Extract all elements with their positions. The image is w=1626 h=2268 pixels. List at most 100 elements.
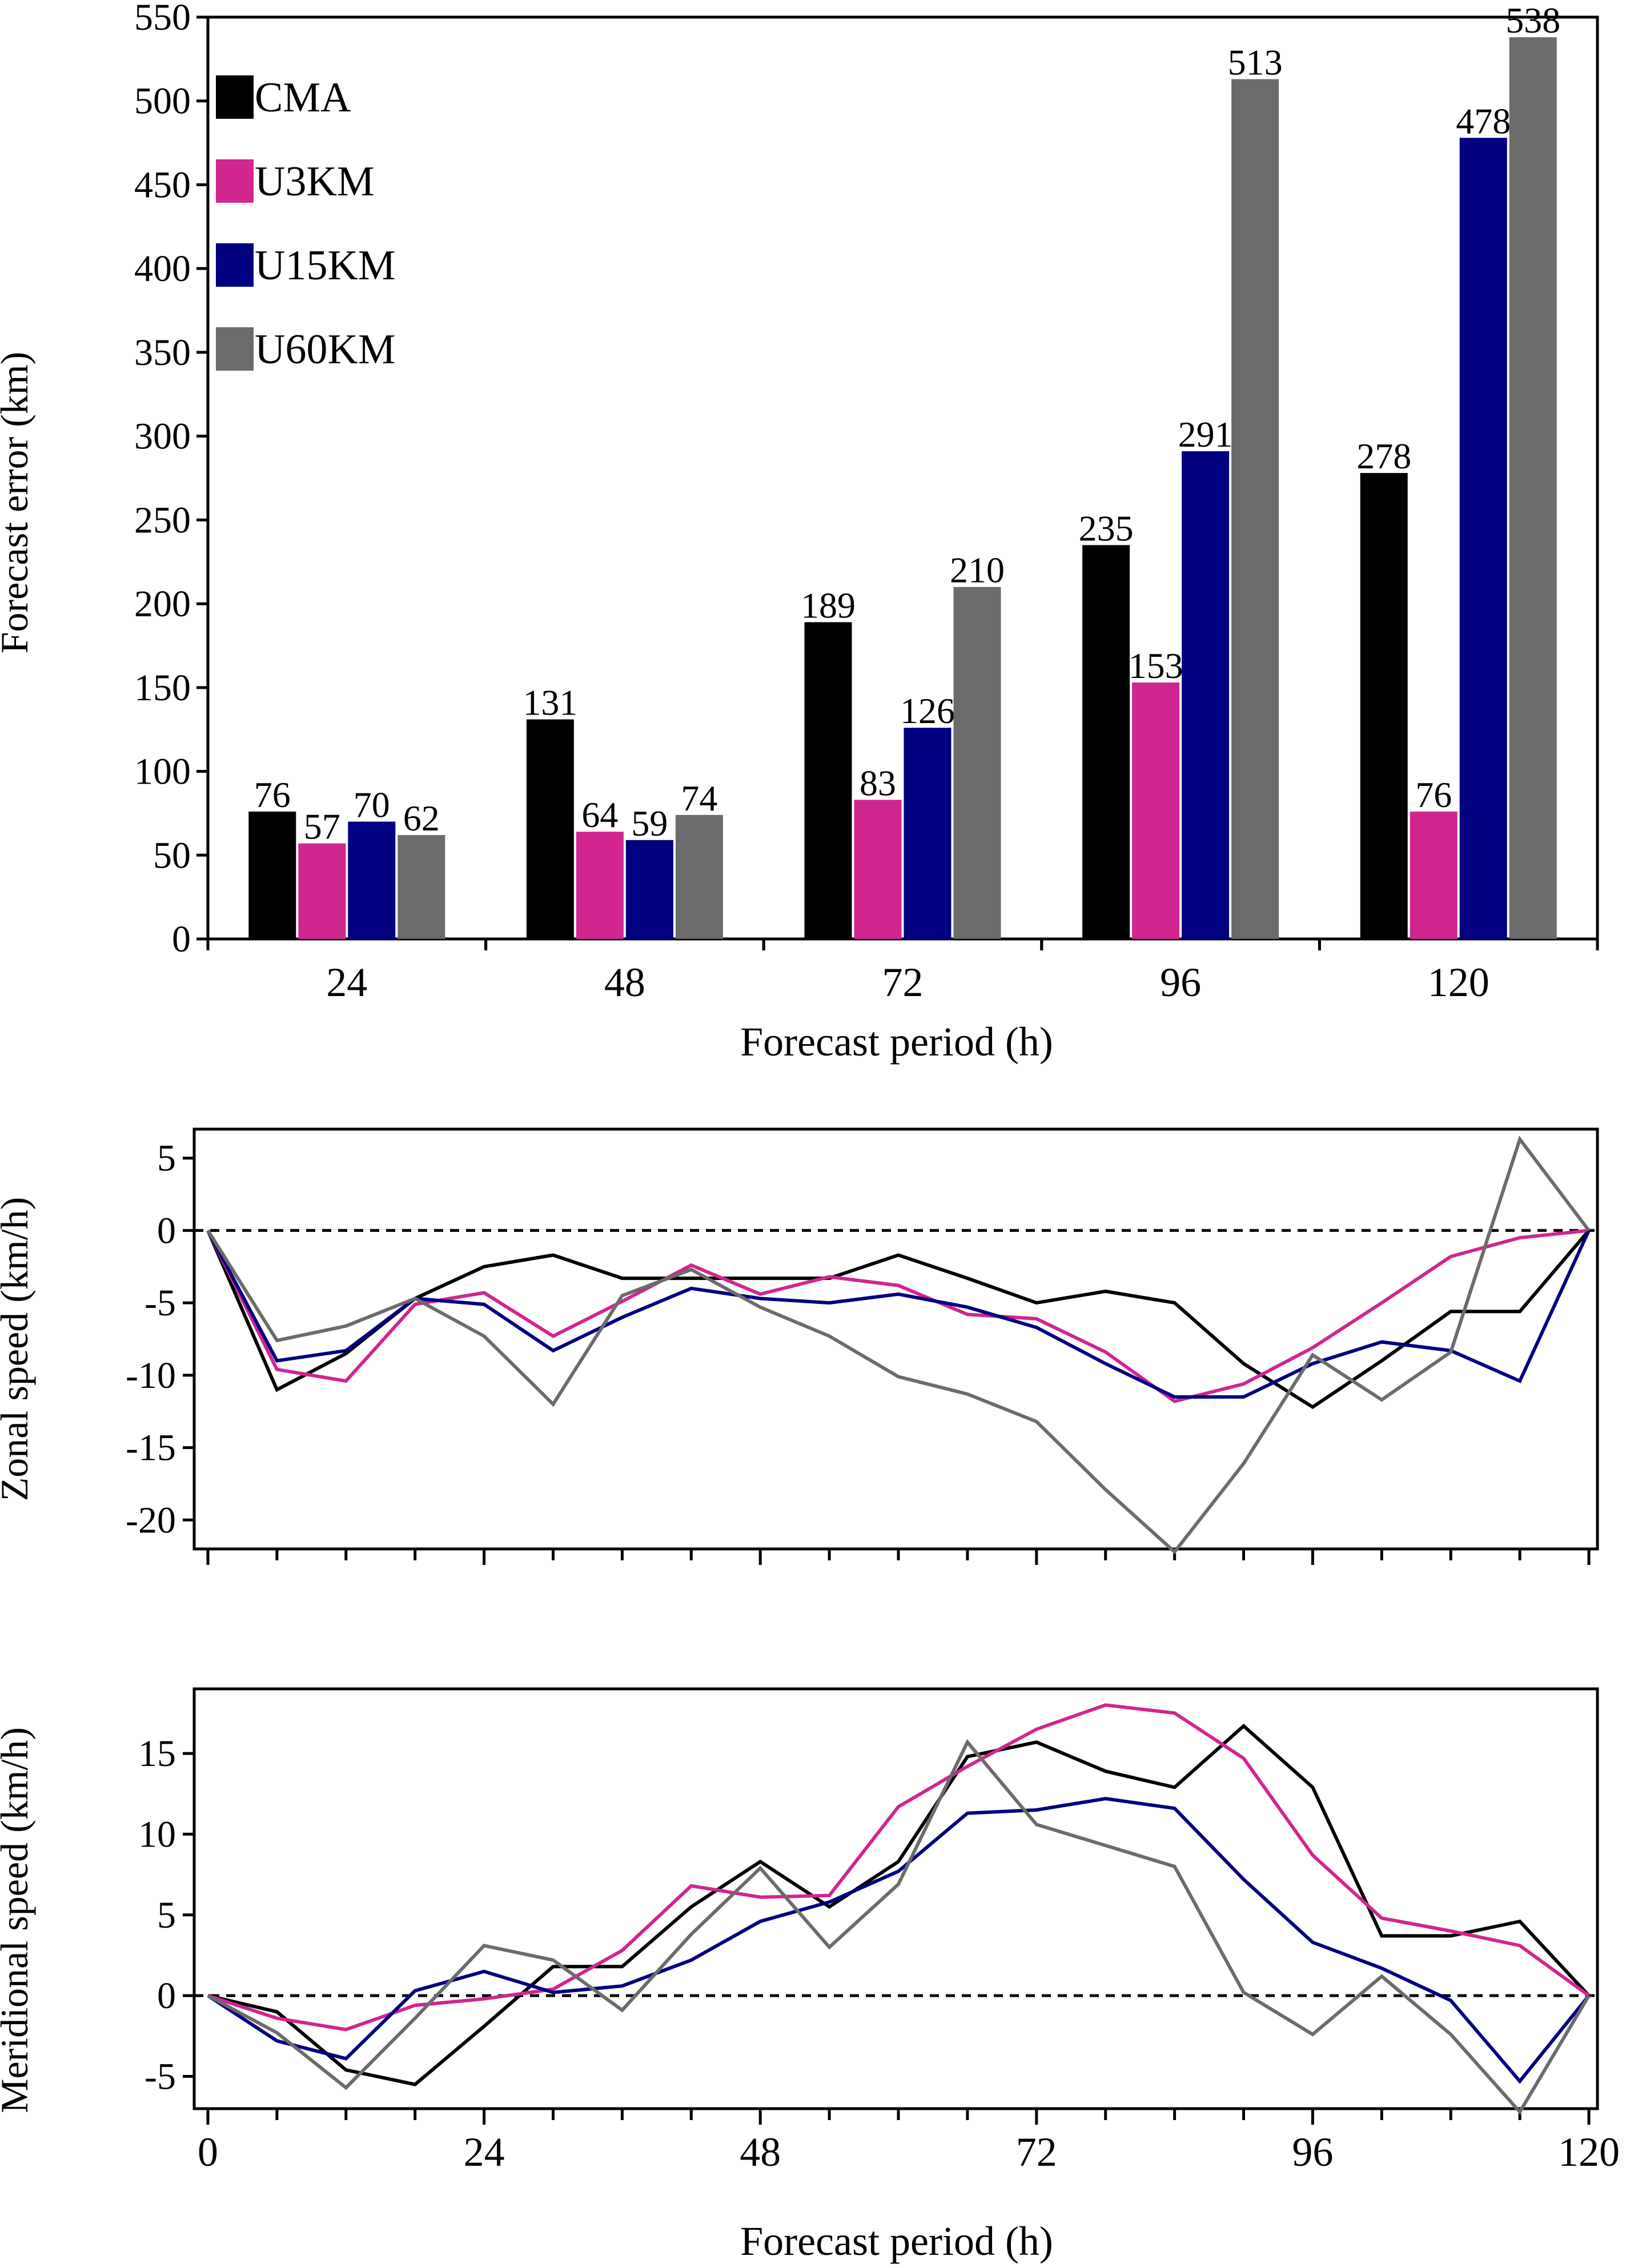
- bar-value-label: 59: [631, 803, 668, 844]
- x-tick-label: 96: [1292, 2129, 1333, 2175]
- bar-value-label: 153: [1129, 645, 1183, 686]
- bar-u60km: [953, 587, 1001, 939]
- y-tick-label: -5: [144, 1282, 176, 1324]
- legend-label-u3km: U3KM: [255, 158, 375, 205]
- x-tick-label: 96: [1160, 960, 1201, 1005]
- x-tick-label: 120: [1428, 960, 1490, 1005]
- y-tick-label: 150: [134, 667, 191, 709]
- bar-u3km: [854, 800, 902, 939]
- bar-value-label: 131: [523, 683, 577, 723]
- bar-u60km: [675, 814, 723, 939]
- bar-value-label: 235: [1079, 508, 1134, 548]
- bar-cma: [1360, 473, 1408, 939]
- bar-value-label: 62: [403, 798, 440, 838]
- x-tick-label: 24: [326, 960, 367, 1005]
- legend-swatch-u15km: [216, 243, 254, 287]
- legend-swatch-u3km: [216, 159, 254, 203]
- x-tick-label: 24: [464, 2129, 505, 2175]
- bar-value-label: 513: [1228, 42, 1283, 83]
- bar-u15km: [904, 728, 951, 939]
- bar-value-label: 74: [681, 778, 717, 818]
- bar-chart-xlabel: Forecast period (h): [740, 1019, 1053, 1065]
- y-tick-label: 15: [138, 1733, 176, 1775]
- bar-u3km: [576, 832, 624, 939]
- bar-value-label: 189: [801, 585, 856, 625]
- y-tick-label: 0: [157, 1210, 176, 1251]
- meridional-line-cma: [207, 1723, 1591, 2086]
- y-tick-label: 300: [134, 416, 191, 457]
- zonal-speed-panel: Zonal speed (km/h) -20 -15 -10 -5 0 5: [0, 1127, 1599, 1565]
- y-tick-label: 450: [134, 164, 191, 206]
- x-tick-label: 48: [604, 960, 645, 1005]
- bar-value-label: 126: [900, 691, 955, 731]
- y-tick-label: 250: [134, 499, 191, 541]
- y-tick-label: 500: [134, 81, 191, 122]
- bar-value-label: 278: [1356, 436, 1411, 476]
- y-tick-label: 350: [134, 332, 191, 374]
- bar-u60km: [1231, 79, 1279, 940]
- legend-label-cma: CMA: [255, 74, 351, 121]
- legend-swatch-u60km: [216, 327, 254, 371]
- legend-swatch-cma: [216, 75, 254, 119]
- bar-value-label: 478: [1456, 101, 1511, 141]
- bar-u3km: [1132, 683, 1180, 939]
- bar-value-label: 70: [354, 785, 390, 825]
- y-tick-label: 0: [157, 1975, 176, 2017]
- x-tick-label: 120: [1558, 2129, 1620, 2175]
- meridional-line-u3km: [207, 1703, 1590, 2032]
- y-tick-label: 0: [172, 918, 191, 960]
- meridional-line-u15km: [207, 1797, 1591, 2084]
- bar-cma: [526, 719, 574, 939]
- y-tick-label: 550: [134, 0, 191, 38]
- legend-label-u15km: U15KM: [255, 242, 396, 289]
- y-tick-label: -15: [126, 1427, 176, 1469]
- y-tick-label: 5: [157, 1138, 176, 1179]
- zonal-line-cma: [206, 1229, 1591, 1410]
- bar-value-label: 76: [254, 774, 291, 815]
- y-tick-label: -10: [126, 1355, 176, 1396]
- meridional-speed-panel: Meridional speed (km/h) Forecast period …: [0, 1687, 1620, 2264]
- bar-chart-panel: Forecast error (km) Forecast period (h) …: [0, 0, 1599, 1065]
- zonal-frame: [192, 1127, 1599, 1551]
- bar-u3km: [298, 843, 346, 939]
- y-tick-label: 100: [134, 751, 191, 793]
- y-tick-label: -5: [144, 2056, 176, 2097]
- bar-u60km: [398, 835, 445, 939]
- y-tick-label: 200: [134, 583, 191, 625]
- bar-value-label: 64: [581, 794, 618, 835]
- y-tick-label: 10: [138, 1813, 176, 1855]
- bar-chart-ylabel: Forecast error (km): [0, 352, 36, 654]
- bar-u3km: [1410, 811, 1458, 939]
- bar-value-label: 57: [304, 806, 340, 847]
- meridional-chart-xlabel: Forecast period (h): [740, 2218, 1053, 2264]
- x-tick-label: 48: [740, 2129, 781, 2175]
- bar-u15km: [1459, 138, 1507, 940]
- x-tick-label: 72: [882, 960, 924, 1005]
- zonal-line-u60km: [206, 1135, 1591, 1555]
- bar-cma: [248, 811, 296, 939]
- meridional-frame: [192, 1687, 1599, 2110]
- y-tick-label: -20: [126, 1499, 176, 1541]
- legend-label-u60km: U60KM: [255, 326, 396, 373]
- bar-u15km: [348, 821, 396, 939]
- meridional-line-u60km: [207, 1739, 1591, 2115]
- bar-u60km: [1509, 37, 1557, 939]
- meridional-chart-ylabel: Meridional speed (km/h): [0, 1727, 36, 2113]
- zonal-line-u15km: [206, 1229, 1591, 1399]
- bar-value-label: 83: [860, 762, 896, 803]
- bar-value-label: 538: [1505, 0, 1560, 41]
- x-tick-label: 72: [1016, 2129, 1057, 2175]
- bar-value-label: 76: [1415, 774, 1452, 815]
- bar-cma: [804, 622, 852, 939]
- x-tick-label: 0: [198, 2129, 218, 2175]
- bar-chart-frame: [206, 15, 1599, 941]
- y-tick-label: 50: [153, 834, 191, 876]
- bar-u15km: [1182, 451, 1230, 939]
- y-tick-label: 400: [134, 248, 191, 290]
- y-tick-label: 5: [157, 1894, 176, 1936]
- bar-u15km: [625, 840, 673, 939]
- zonal-chart-ylabel: Zonal speed (km/h): [0, 1197, 36, 1502]
- bar-value-label: 210: [950, 550, 1005, 591]
- bar-cma: [1082, 545, 1130, 939]
